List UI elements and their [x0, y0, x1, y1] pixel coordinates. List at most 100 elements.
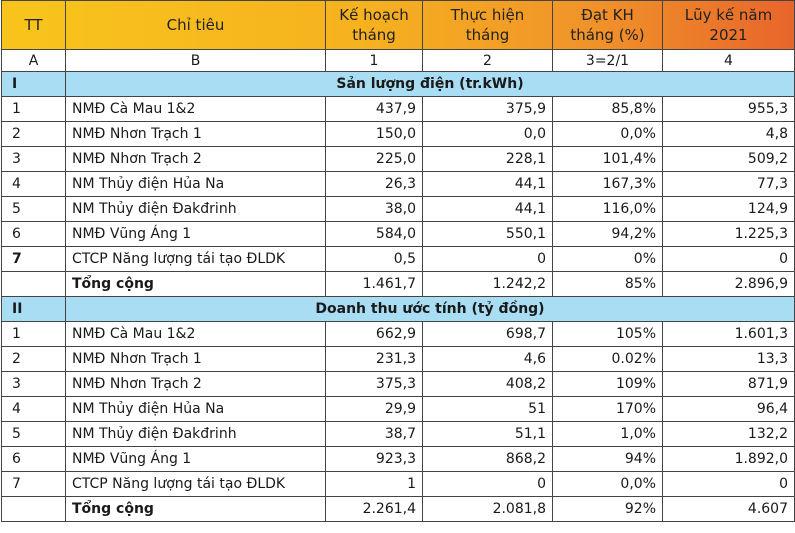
value-cell: 38,7	[325, 421, 423, 447]
index-cell: 3=2/1	[552, 49, 663, 72]
value-cell: 96,4	[662, 396, 795, 422]
data-row: 4 NM Thủy điện Hủa Na 29,9 51 170% 96,4	[1, 396, 795, 422]
value-cell: 1	[325, 471, 423, 497]
row-label: NM Thủy điện Hủa Na	[65, 171, 326, 197]
value-cell: 85,8%	[552, 96, 663, 122]
value-cell: 0,0%	[552, 471, 663, 497]
value-cell: 0	[422, 246, 553, 272]
data-row: 2 NMĐ Nhơn Trạch 1 150,0 0,0 0,0% 4,8	[1, 121, 795, 147]
value-cell: 1.601,3	[662, 321, 795, 347]
row-number: 3	[1, 146, 66, 172]
value-cell: 0	[662, 471, 795, 497]
total-value: 2.896,9	[662, 271, 795, 297]
value-cell: 38,0	[325, 196, 423, 222]
data-row: 7 CTCP Năng lượng tái tạo ĐLDK 1 0 0,0% 0	[1, 471, 795, 497]
value-cell: 231,3	[325, 346, 423, 372]
row-number: 4	[1, 171, 66, 197]
section-number: II	[1, 296, 66, 322]
data-row: 2 NMĐ Nhơn Trạch 1 231,3 4,6 0.02% 13,3	[1, 346, 795, 372]
value-cell: 4,6	[422, 346, 553, 372]
value-cell: 0.02%	[552, 346, 663, 372]
value-cell: 101,4%	[552, 146, 663, 172]
value-cell: 167,3%	[552, 171, 663, 197]
value-cell: 44,1	[422, 196, 553, 222]
row-label: NMĐ Nhơn Trạch 1	[65, 121, 326, 147]
row-label: NMĐ Vũng Áng 1	[65, 446, 326, 472]
row-number: 3	[1, 371, 66, 397]
total-row: Tổng cộng 1.461,7 1.242,2 85% 2.896,9	[1, 271, 795, 297]
header-row: TT Chỉ tiêu Kế hoạch tháng Thực hiện thá…	[1, 0, 795, 50]
header-cell: Lũy kế năm 2021	[662, 0, 795, 50]
index-cell: 4	[662, 49, 795, 72]
value-cell: 509,2	[662, 146, 795, 172]
value-cell: 437,9	[325, 96, 423, 122]
value-cell: 116,0%	[552, 196, 663, 222]
header-cell: Kế hoạch tháng	[325, 0, 423, 50]
value-cell: 94,2%	[552, 221, 663, 247]
row-number: 2	[1, 346, 66, 372]
row-number: 1	[1, 96, 66, 122]
row-number: 7	[1, 246, 66, 272]
row-label: NM Thủy điện Đakđrinh	[65, 421, 326, 447]
index-cell: B	[65, 49, 326, 72]
total-value: 4.607	[662, 496, 795, 522]
data-row: 4 NM Thủy điện Hủa Na 26,3 44,1 167,3% 77,3	[1, 171, 795, 197]
row-number: 7	[1, 471, 66, 497]
row-number: 6	[1, 446, 66, 472]
data-row: 5 NM Thủy điện Đakđrinh 38,0 44,1 116,0% 124,…	[1, 196, 795, 222]
value-cell: 109%	[552, 371, 663, 397]
row-label: NM Thủy điện Đakđrinh	[65, 196, 326, 222]
value-cell: 77,3	[662, 171, 795, 197]
value-cell: 124,9	[662, 196, 795, 222]
row-label: NM Thủy điện Hủa Na	[65, 396, 326, 422]
data-row: 1 NMĐ Cà Mau 1&2 437,9 375,9 85,8% 955,3	[1, 96, 795, 122]
value-cell: 375,9	[422, 96, 553, 122]
value-cell: 0	[422, 471, 553, 497]
data-row: 6 NMĐ Vũng Áng 1 584,0 550,1 94,2% 1.225,3	[1, 221, 795, 247]
value-cell: 698,7	[422, 321, 553, 347]
value-cell: 225,0	[325, 146, 423, 172]
section-row: II Doanh thu ước tính (tỷ đồng)	[1, 296, 795, 322]
value-cell: 923,3	[325, 446, 423, 472]
header-cell: TT	[1, 0, 66, 50]
row-label: NMĐ Cà Mau 1&2	[65, 96, 326, 122]
row-label: NMĐ Vũng Áng 1	[65, 221, 326, 247]
value-cell: 26,3	[325, 171, 423, 197]
table-header: TT Chỉ tiêu Kế hoạch tháng Thực hiện thá…	[1, 0, 795, 50]
value-cell: 29,9	[325, 396, 423, 422]
row-number: 6	[1, 221, 66, 247]
data-row: 3 NMĐ Nhơn Trạch 2 225,0 228,1 101,4% 509,2	[1, 146, 795, 172]
row-label: CTCP Năng lượng tái tạo ĐLDK	[65, 471, 326, 497]
total-value: 1.461,7	[325, 271, 423, 297]
value-cell: 94%	[552, 446, 663, 472]
value-cell: 662,9	[325, 321, 423, 347]
total-row: Tổng cộng 2.261,4 2.081,8 92% 4.607	[1, 496, 795, 522]
total-value: 85%	[552, 271, 663, 297]
header-cell: Thực hiện tháng	[422, 0, 553, 50]
value-cell: 0%	[552, 246, 663, 272]
table-body: A B 1 2 3=2/1 4 I Sản lượng điện (tr.kWh)…	[1, 49, 795, 522]
row-label: NMĐ Nhơn Trạch 2	[65, 146, 326, 172]
total-value: 2.081,8	[422, 496, 553, 522]
data-row: 7 CTCP Năng lượng tái tạo ĐLDK 0,5 0 0% 0	[1, 246, 795, 272]
value-cell: 170%	[552, 396, 663, 422]
total-value: 1.242,2	[422, 271, 553, 297]
value-cell: 955,3	[662, 96, 795, 122]
data-row: 3 NMĐ Nhơn Trạch 2 375,3 408,2 109% 871,9	[1, 371, 795, 397]
row-label: NMĐ Nhơn Trạch 1	[65, 346, 326, 372]
data-table: TT Chỉ tiêu Kế hoạch tháng Thực hiện thá…	[1, 0, 795, 522]
row-number: 5	[1, 421, 66, 447]
row-number: 5	[1, 196, 66, 222]
section-row: I Sản lượng điện (tr.kWh)	[1, 71, 795, 97]
total-value: 92%	[552, 496, 663, 522]
total-label: Tổng cộng	[65, 271, 326, 297]
row-number: 1	[1, 321, 66, 347]
value-cell: 0,0	[422, 121, 553, 147]
row-label: CTCP Năng lượng tái tạo ĐLDK	[65, 246, 326, 272]
value-cell: 0,0%	[552, 121, 663, 147]
data-row: 6 NMĐ Vũng Áng 1 923,3 868,2 94% 1.892,0	[1, 446, 795, 472]
value-cell: 1,0%	[552, 421, 663, 447]
section-title: Sản lượng điện (tr.kWh)	[65, 71, 795, 97]
spacer-cell	[1, 271, 66, 297]
